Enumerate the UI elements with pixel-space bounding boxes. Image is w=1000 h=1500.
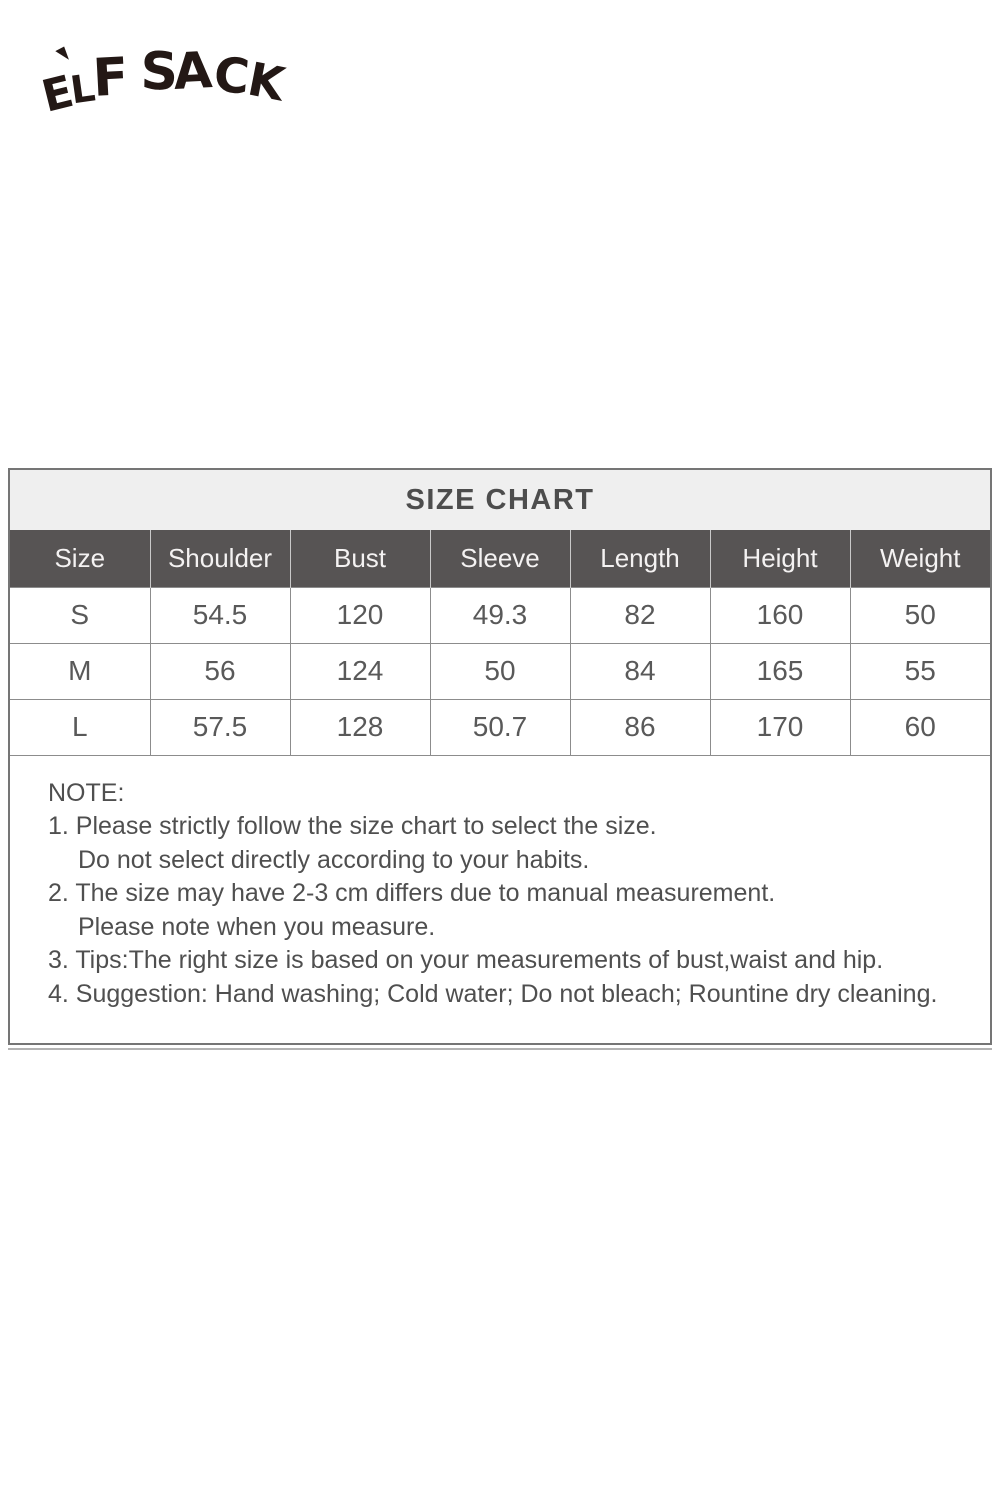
cell-value: 160 [709, 586, 851, 644]
cell-value: 82 [569, 586, 711, 644]
note-line: 1. Please strictly follow the size chart… [48, 812, 657, 840]
table-row-s: S 54.5 120 49.3 82 160 50 [10, 586, 990, 644]
logo-letter: S [139, 41, 177, 103]
column-header-length: Length [569, 530, 711, 587]
notes-heading: NOTE: [48, 778, 125, 807]
column-header-size: Size [10, 530, 151, 587]
column-header-sleeve: Sleeve [429, 530, 571, 587]
note-line: 2. The size may have 2-3 cm differs due … [48, 879, 776, 907]
table-row-l: L 57.5 128 50.7 86 170 60 [10, 698, 990, 756]
logo-letter: K [243, 51, 288, 112]
logo-letter: F [91, 47, 129, 109]
column-header-bust: Bust [289, 530, 431, 587]
size-chart-panel: SIZE CHART Size Shoulder Bust Sleeve Len… [8, 468, 992, 1045]
note-line: 4. Suggestion: Hand washing; Cold water;… [48, 979, 938, 1008]
cell-value: 57.5 [149, 698, 291, 756]
cell-value: 50 [849, 586, 990, 644]
cell-size: L [10, 698, 151, 756]
note-line: 3. Tips:The right size is based on your … [48, 946, 884, 974]
note-line: Do not select directly according to your… [78, 845, 590, 874]
table-row-m: M 56 124 50 84 165 55 [10, 642, 990, 700]
column-header-weight: Weight [849, 530, 990, 587]
size-chart-title: SIZE CHART [10, 470, 990, 530]
cell-value: 124 [289, 642, 431, 700]
cell-value: 60 [849, 698, 990, 756]
cell-value: 165 [709, 642, 851, 700]
logo-accent-mark [55, 46, 71, 64]
cell-value: 55 [849, 642, 990, 700]
logo-letter: C [211, 46, 250, 106]
cell-value: 50.7 [429, 698, 571, 756]
cell-size: M [10, 642, 151, 700]
cell-value: 54.5 [149, 586, 291, 644]
cell-value: 170 [709, 698, 851, 756]
column-header-height: Height [709, 530, 851, 587]
cell-value: 56 [149, 642, 291, 700]
size-table: Size Shoulder Bust Sleeve Length Height … [10, 530, 990, 756]
cell-value: 120 [289, 586, 431, 644]
cell-value: 50 [429, 642, 571, 700]
cell-value: 86 [569, 698, 711, 756]
column-header-shoulder: Shoulder [149, 530, 291, 587]
cell-value: 128 [289, 698, 431, 756]
size-table-header-row: Size Shoulder Bust Sleeve Length Height … [10, 530, 990, 587]
bottom-divider [8, 1048, 992, 1050]
cell-size: S [10, 586, 151, 644]
logo-text: ELF SACK [37, 41, 287, 123]
logo-letter: A [172, 41, 212, 101]
notes-section: NOTE: 1. Please strictly follow the size… [10, 756, 990, 1012]
cell-value: 84 [569, 642, 711, 700]
note-line: Please note when you measure. [78, 912, 436, 941]
cell-value: 49.3 [429, 586, 571, 644]
elf-sack-logo: ELF SACK [37, 41, 287, 142]
